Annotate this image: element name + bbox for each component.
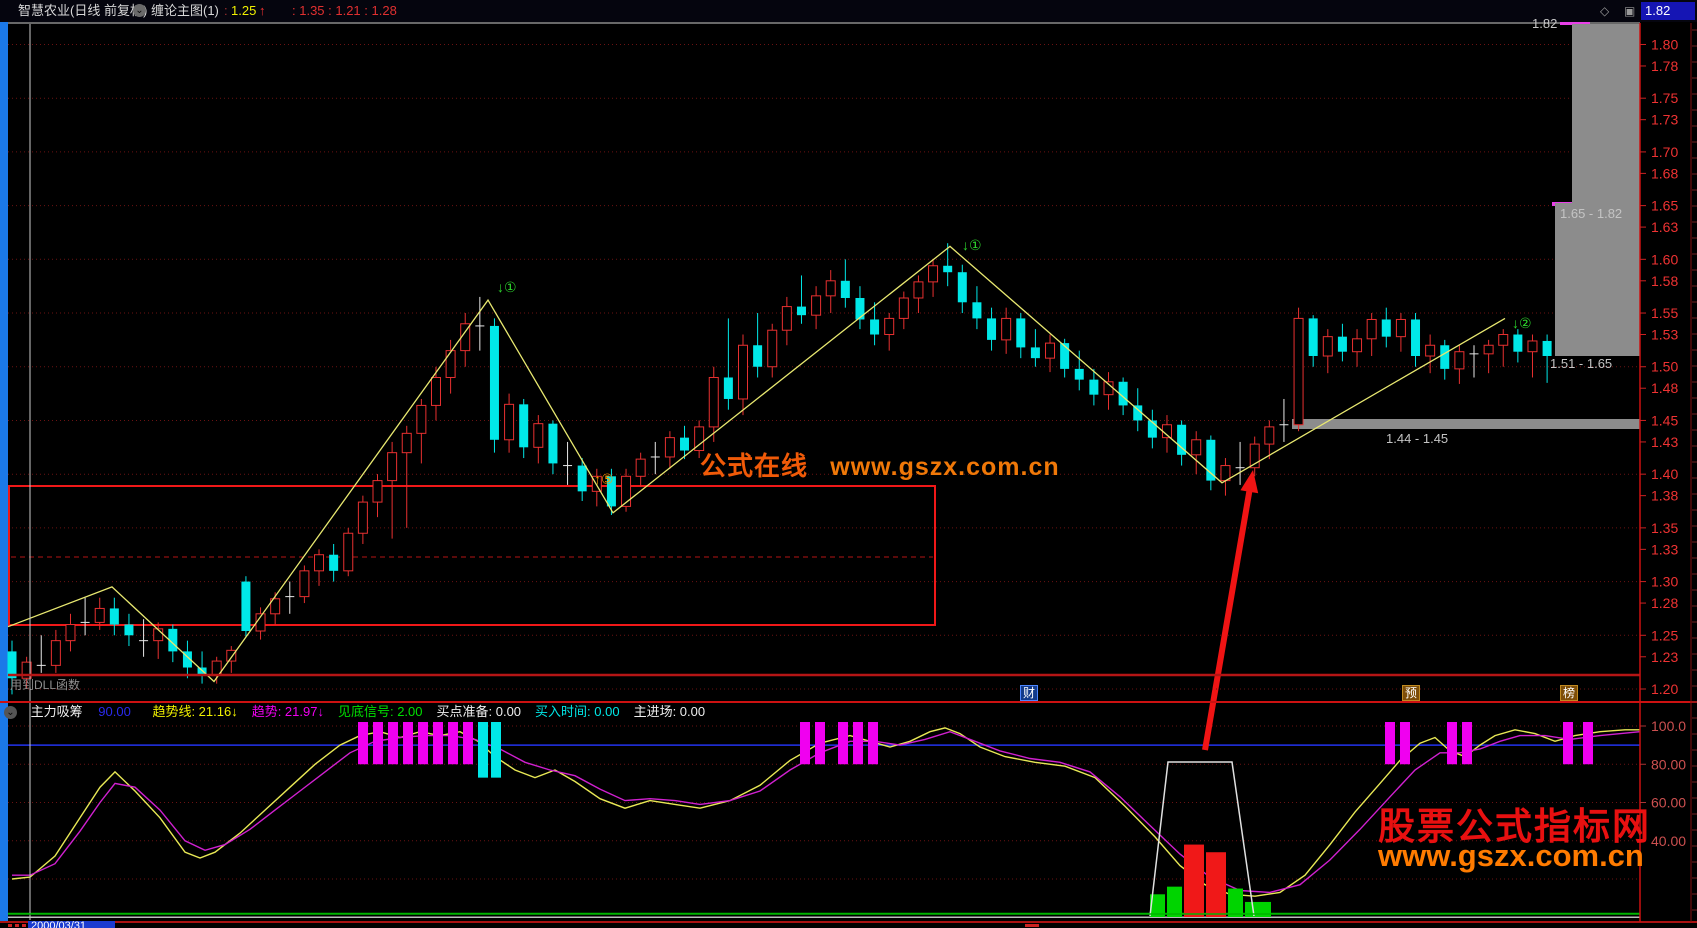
svg-text:1.43: 1.43 bbox=[1651, 434, 1678, 450]
main-gridlines bbox=[8, 44, 1640, 690]
candles bbox=[7, 243, 1552, 695]
sub-series bbox=[11, 727, 1641, 897]
signal-bars bbox=[358, 722, 1593, 778]
indicator-field: 买入时间: 0.00 bbox=[535, 704, 620, 719]
axis-top-price-badge: 1.82 bbox=[1641, 2, 1695, 20]
entry-bars bbox=[1150, 844, 1271, 918]
event-flag-榜[interactable]: 榜 bbox=[1560, 685, 1579, 701]
price-colon: : bbox=[224, 3, 228, 18]
svg-text:1.23: 1.23 bbox=[1651, 649, 1678, 665]
svg-text:1.75: 1.75 bbox=[1651, 90, 1678, 106]
svg-text:↑⑤: ↑⑤ bbox=[594, 471, 614, 487]
event-flag-财[interactable]: 财 bbox=[1020, 685, 1039, 701]
stock-title: 智慧农业(日线 前复权) bbox=[18, 3, 148, 18]
price-up-arrow: ↑ bbox=[259, 3, 266, 18]
indicator-field: 趋势: 21.97↓ bbox=[251, 704, 324, 719]
resistance-zones bbox=[1292, 24, 1640, 429]
ohlc-values: : 1.35 : 1.21 : 1.28 bbox=[292, 3, 397, 18]
zone-mid-label: 1.51 - 1.65 bbox=[1550, 356, 1613, 371]
svg-text:1.40: 1.40 bbox=[1651, 466, 1678, 482]
price-axis[interactable]: 1.80 1.78 1.75 1.73 1.70 1.68 1.65 1.63 1.60 1.58… bbox=[1640, 29, 1697, 911]
indicator-field: 买点准备: 0.00 bbox=[436, 704, 522, 719]
svg-text:1.20: 1.20 bbox=[1651, 681, 1678, 697]
watermark-corner-cn: 股票公式指标网 bbox=[1378, 806, 1651, 847]
indicator-title: 缠论主图(1) bbox=[151, 3, 219, 18]
panel-toggle-icon[interactable]: ▣ bbox=[1624, 4, 1636, 18]
red-arrow-head bbox=[1240, 470, 1259, 494]
bottom-tick bbox=[15, 924, 19, 927]
svg-text:1.35: 1.35 bbox=[1651, 520, 1678, 536]
svg-text:1.78: 1.78 bbox=[1651, 58, 1678, 74]
chevron-down-circle-icon[interactable]: ⌄ bbox=[4, 706, 17, 720]
svg-text:1.58: 1.58 bbox=[1651, 273, 1678, 289]
svg-text:1.30: 1.30 bbox=[1651, 574, 1678, 590]
svg-text:1.70: 1.70 bbox=[1651, 144, 1678, 160]
magenta-streak bbox=[1560, 21, 1590, 25]
zigzag-line bbox=[7, 245, 1506, 683]
crosshair-date-label: 2000/03/31 bbox=[28, 921, 115, 928]
svg-text:1.73: 1.73 bbox=[1651, 112, 1678, 128]
svg-text:80.00: 80.00 bbox=[1651, 756, 1686, 772]
indicator-field: 趋势线: 21.16↓ bbox=[152, 704, 238, 719]
indicator-field: 见底信号: 2.00 bbox=[337, 704, 423, 719]
chan-markers: ↓① ↑⑤ ↓① ↓② bbox=[497, 237, 1532, 487]
trapezoid-annotation bbox=[1149, 761, 1255, 917]
svg-text:1.25: 1.25 bbox=[1651, 627, 1678, 643]
svg-text:1.53: 1.53 bbox=[1651, 327, 1678, 343]
dll-note: 用到DLL函数 bbox=[10, 678, 81, 692]
chevron-down-circle-icon[interactable]: ⌄ bbox=[133, 4, 146, 17]
svg-text:1.80: 1.80 bbox=[1651, 36, 1678, 52]
indicator-field: 主进场: 0.00 bbox=[633, 704, 706, 719]
main-price-value: 1.25 bbox=[231, 3, 257, 18]
bottom-tick bbox=[22, 924, 26, 927]
watermark-center-url: www.gszx.com.cn bbox=[830, 453, 1060, 481]
watermark-center-cn: 公式在线 bbox=[700, 451, 809, 481]
svg-text:100.0: 100.0 bbox=[1651, 718, 1686, 734]
watermark-center: 公式在线 www.gszx.com.cn bbox=[700, 446, 1060, 483]
svg-text:1.48: 1.48 bbox=[1651, 380, 1678, 396]
bottom-tick bbox=[8, 924, 12, 927]
zone-low-label: 1.44 - 1.45 bbox=[1386, 431, 1449, 446]
pane-borders bbox=[0, 23, 1697, 923]
left-edge-strip[interactable] bbox=[0, 0, 8, 922]
svg-text:1.38: 1.38 bbox=[1651, 488, 1678, 504]
svg-text:1.45: 1.45 bbox=[1651, 412, 1678, 428]
svg-text:1.33: 1.33 bbox=[1651, 541, 1678, 557]
resistance-price-label: 1.82 bbox=[1532, 16, 1558, 31]
event-flag-预[interactable]: 预 bbox=[1402, 685, 1421, 701]
svg-text:↓②: ↓② bbox=[1512, 315, 1532, 331]
svg-text:1.63: 1.63 bbox=[1651, 219, 1678, 235]
sub-indicator-value: 90.00 bbox=[98, 704, 131, 719]
svg-text:1.50: 1.50 bbox=[1651, 359, 1678, 375]
sub-axis[interactable]: 100.0 80.00 60.00 40.00 bbox=[1640, 718, 1686, 849]
watermark-corner-url: www.gszx.com.cn bbox=[1378, 838, 1644, 873]
title-bar: 智慧农业(日线 前复权) ⌄ 缠论主图(1) : 1.25 ↑ : 1.35 :… bbox=[0, 0, 1697, 22]
svg-text:40.00: 40.00 bbox=[1651, 833, 1686, 849]
svg-text:↓①: ↓① bbox=[962, 237, 982, 253]
svg-text:1.65: 1.65 bbox=[1651, 198, 1678, 214]
red-annotation-box bbox=[8, 485, 936, 626]
bottom-tick bbox=[1025, 924, 1039, 927]
zone-upper-label: 1.65 - 1.82 bbox=[1560, 206, 1623, 221]
red-arrow bbox=[1202, 483, 1254, 751]
svg-text:↓①: ↓① bbox=[497, 279, 517, 295]
sub-indicator-header: ⌄ 主力吸筹 90.00 趋势线: 21.16↓ 趋势: 21.97↓ 见底信号: … bbox=[4, 703, 725, 720]
sub-indicator-fields: 趋势线: 21.16↓ 趋势: 21.97↓ 见底信号: 2.00 买点准备: 0.0… bbox=[152, 704, 719, 719]
svg-text:60.00: 60.00 bbox=[1651, 795, 1686, 811]
svg-text:1.28: 1.28 bbox=[1651, 595, 1678, 611]
svg-text:1.68: 1.68 bbox=[1651, 165, 1678, 181]
diamond-icon[interactable]: ◇ bbox=[1600, 4, 1610, 18]
svg-text:1.55: 1.55 bbox=[1651, 305, 1678, 321]
svg-text:1.60: 1.60 bbox=[1651, 251, 1678, 267]
sub-indicator-name: 主力吸筹 bbox=[30, 704, 83, 719]
